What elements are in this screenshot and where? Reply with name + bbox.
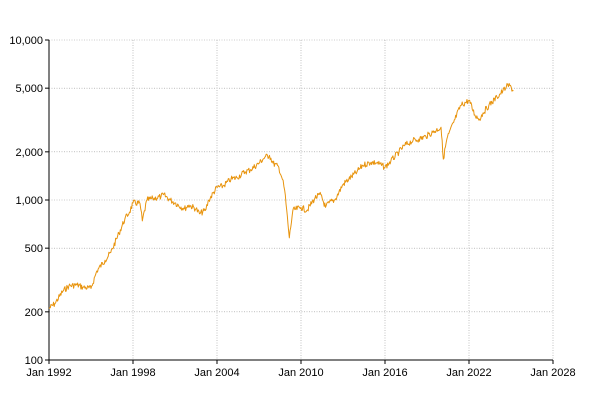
x-tick-label: Jan 2004 — [194, 367, 239, 379]
x-tick-label: Jan 2010 — [278, 367, 323, 379]
x-tick-label: Jan 2028 — [530, 367, 575, 379]
y-tick-label: 2,000 — [15, 147, 43, 159]
series — [48, 82, 514, 309]
series-line — [48, 82, 514, 309]
y-tick-label: 100 — [25, 355, 43, 367]
axes — [48, 40, 553, 361]
y-tick-label: 10,000 — [9, 35, 43, 47]
y-tick-labels: 100 200 500 1,000 2,000 5,000 10,000 — [9, 35, 43, 367]
x-tick-label: Jan 2016 — [362, 367, 407, 379]
y-tick-label: 1,000 — [15, 195, 43, 207]
y-tick-label: 5,000 — [15, 83, 43, 95]
grid — [45, 39, 554, 364]
x-tick-labels: Jan 1992 Jan 1998 Jan 2004 Jan 2010 Jan 2016… — [26, 367, 575, 379]
x-tick-label: Jan 1998 — [110, 367, 155, 379]
y-tick-label: 500 — [25, 243, 43, 255]
y-tick-label: 200 — [25, 307, 43, 319]
x-tick-label: Jan 1992 — [26, 367, 71, 379]
x-tick-label: Jan 2022 — [446, 367, 491, 379]
